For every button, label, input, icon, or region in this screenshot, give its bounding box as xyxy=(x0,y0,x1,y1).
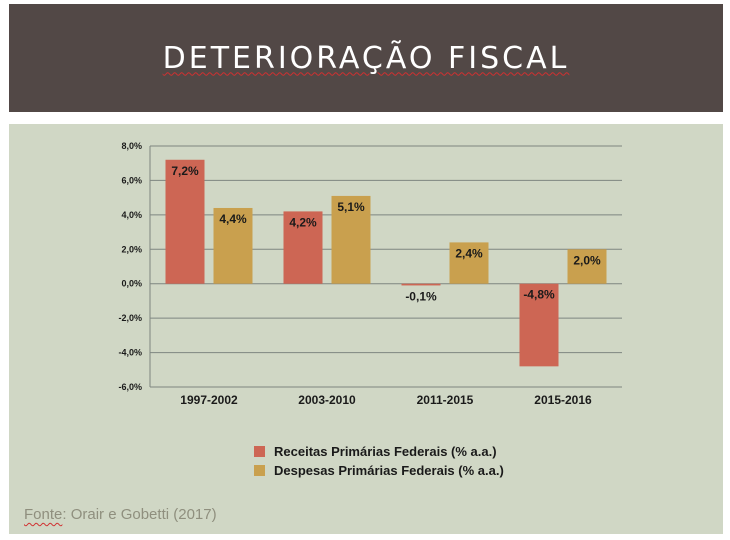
x-tick-label: 2011-2015 xyxy=(417,393,474,407)
legend-label-receitas: Receitas Primárias Federais (% a.a.) xyxy=(274,444,497,459)
y-tick-label: 6,0% xyxy=(121,175,142,185)
legend-swatch-receitas xyxy=(254,446,265,457)
data-label: -0,1% xyxy=(405,290,437,304)
y-tick-label: -4,0% xyxy=(118,348,142,358)
y-tick-label: -6,0% xyxy=(118,382,142,392)
bar-despesas xyxy=(449,242,489,284)
source-text: : Orair e Gobetti (2017) xyxy=(62,506,217,523)
data-label: 7,2% xyxy=(171,164,199,178)
bar-receitas xyxy=(283,211,323,284)
chart-legend: Receitas Primárias Federais (% a.a.) Des… xyxy=(254,442,504,480)
slide-header: DETERIORAÇÃO FISCAL xyxy=(9,4,723,112)
legend-item-despesas: Despesas Primárias Federais (% a.a.) xyxy=(254,461,504,480)
bar-receitas xyxy=(165,159,205,284)
slide-title: DETERIORAÇÃO FISCAL xyxy=(162,40,570,76)
y-tick-label: 8,0% xyxy=(121,141,142,151)
bar-despesas xyxy=(213,207,253,284)
source-note: Fonte: Orair e Gobetti (2017) xyxy=(24,506,217,523)
y-tick-label: 0,0% xyxy=(121,279,142,289)
data-label: -4,8% xyxy=(523,288,555,302)
data-label: 4,2% xyxy=(289,215,317,229)
data-label: 4,4% xyxy=(219,212,247,226)
x-tick-label: 2003-2010 xyxy=(298,393,356,407)
x-tick-label: 2015-2016 xyxy=(534,393,592,407)
y-tick-label: 2,0% xyxy=(121,244,142,254)
y-tick-label: 4,0% xyxy=(121,210,142,220)
data-label: 2,4% xyxy=(455,246,483,260)
bar-chart: 8,0% 6,0% 4,0% 2,0% 0,0% -2,0% -4,0% -6,0% 7,2% 4… xyxy=(118,141,622,407)
legend-swatch-despesas xyxy=(254,465,265,476)
y-tick-label: -2,0% xyxy=(118,313,142,323)
x-tick-label: 1997-2002 xyxy=(180,393,238,407)
content-panel: 8,0% 6,0% 4,0% 2,0% 0,0% -2,0% -4,0% -6,0% 7,2% 4… xyxy=(9,124,723,534)
legend-item-receitas: Receitas Primárias Federais (% a.a.) xyxy=(254,442,504,461)
data-label: 2,0% xyxy=(573,253,601,267)
bar-despesas xyxy=(567,249,607,284)
bar-receitas xyxy=(401,283,441,286)
bar-despesas xyxy=(331,195,371,284)
data-label: 5,1% xyxy=(337,200,365,214)
source-prefix: Fonte xyxy=(24,506,63,523)
bar-receitas xyxy=(519,283,559,367)
legend-label-despesas: Despesas Primárias Federais (% a.a.) xyxy=(274,463,504,478)
